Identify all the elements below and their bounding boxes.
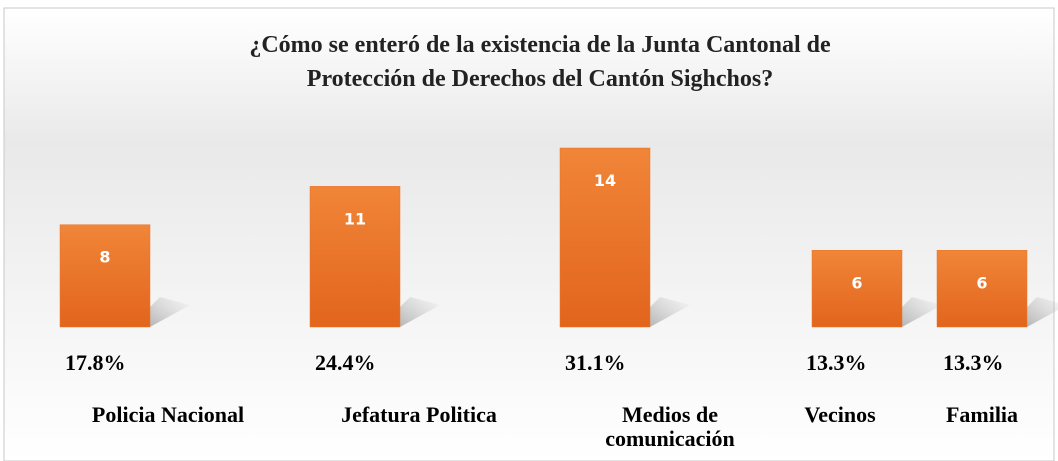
category-label: Vecinos	[804, 402, 876, 427]
percentage-label: 31.1%	[565, 350, 626, 375]
percentage-label: 17.8%	[65, 350, 126, 375]
value-label: 8	[99, 248, 110, 267]
bar-shadow	[1027, 297, 1058, 327]
chart-title: Protección de Derechos del Cantón Sighch…	[307, 66, 773, 92]
bar-shadow	[400, 297, 440, 327]
bar-shadow	[902, 297, 942, 327]
percentage-label: 24.4%	[315, 350, 376, 375]
value-label: 14	[594, 171, 616, 190]
bar-shadow	[650, 297, 690, 327]
bar-shadow	[150, 297, 190, 327]
bar	[559, 147, 651, 328]
value-label: 6	[976, 273, 987, 292]
bar	[309, 186, 401, 328]
percentage-label: 13.3%	[943, 350, 1004, 375]
bar	[936, 250, 1028, 328]
category-label: Medios de comunicación	[605, 402, 735, 451]
bar	[811, 250, 903, 328]
value-label: 11	[344, 209, 366, 228]
value-label: 6	[851, 273, 862, 292]
bar	[59, 224, 151, 328]
category-label: Familia	[945, 402, 1019, 427]
chart-background	[3, 7, 1055, 461]
chart-title: ¿Cómo se enteró de la existencia de la J…	[249, 32, 831, 58]
category-label: Jefatura Politica	[341, 402, 497, 427]
percentage-label: 13.3%	[806, 350, 867, 375]
category-label: Policia Nacional	[91, 402, 245, 427]
